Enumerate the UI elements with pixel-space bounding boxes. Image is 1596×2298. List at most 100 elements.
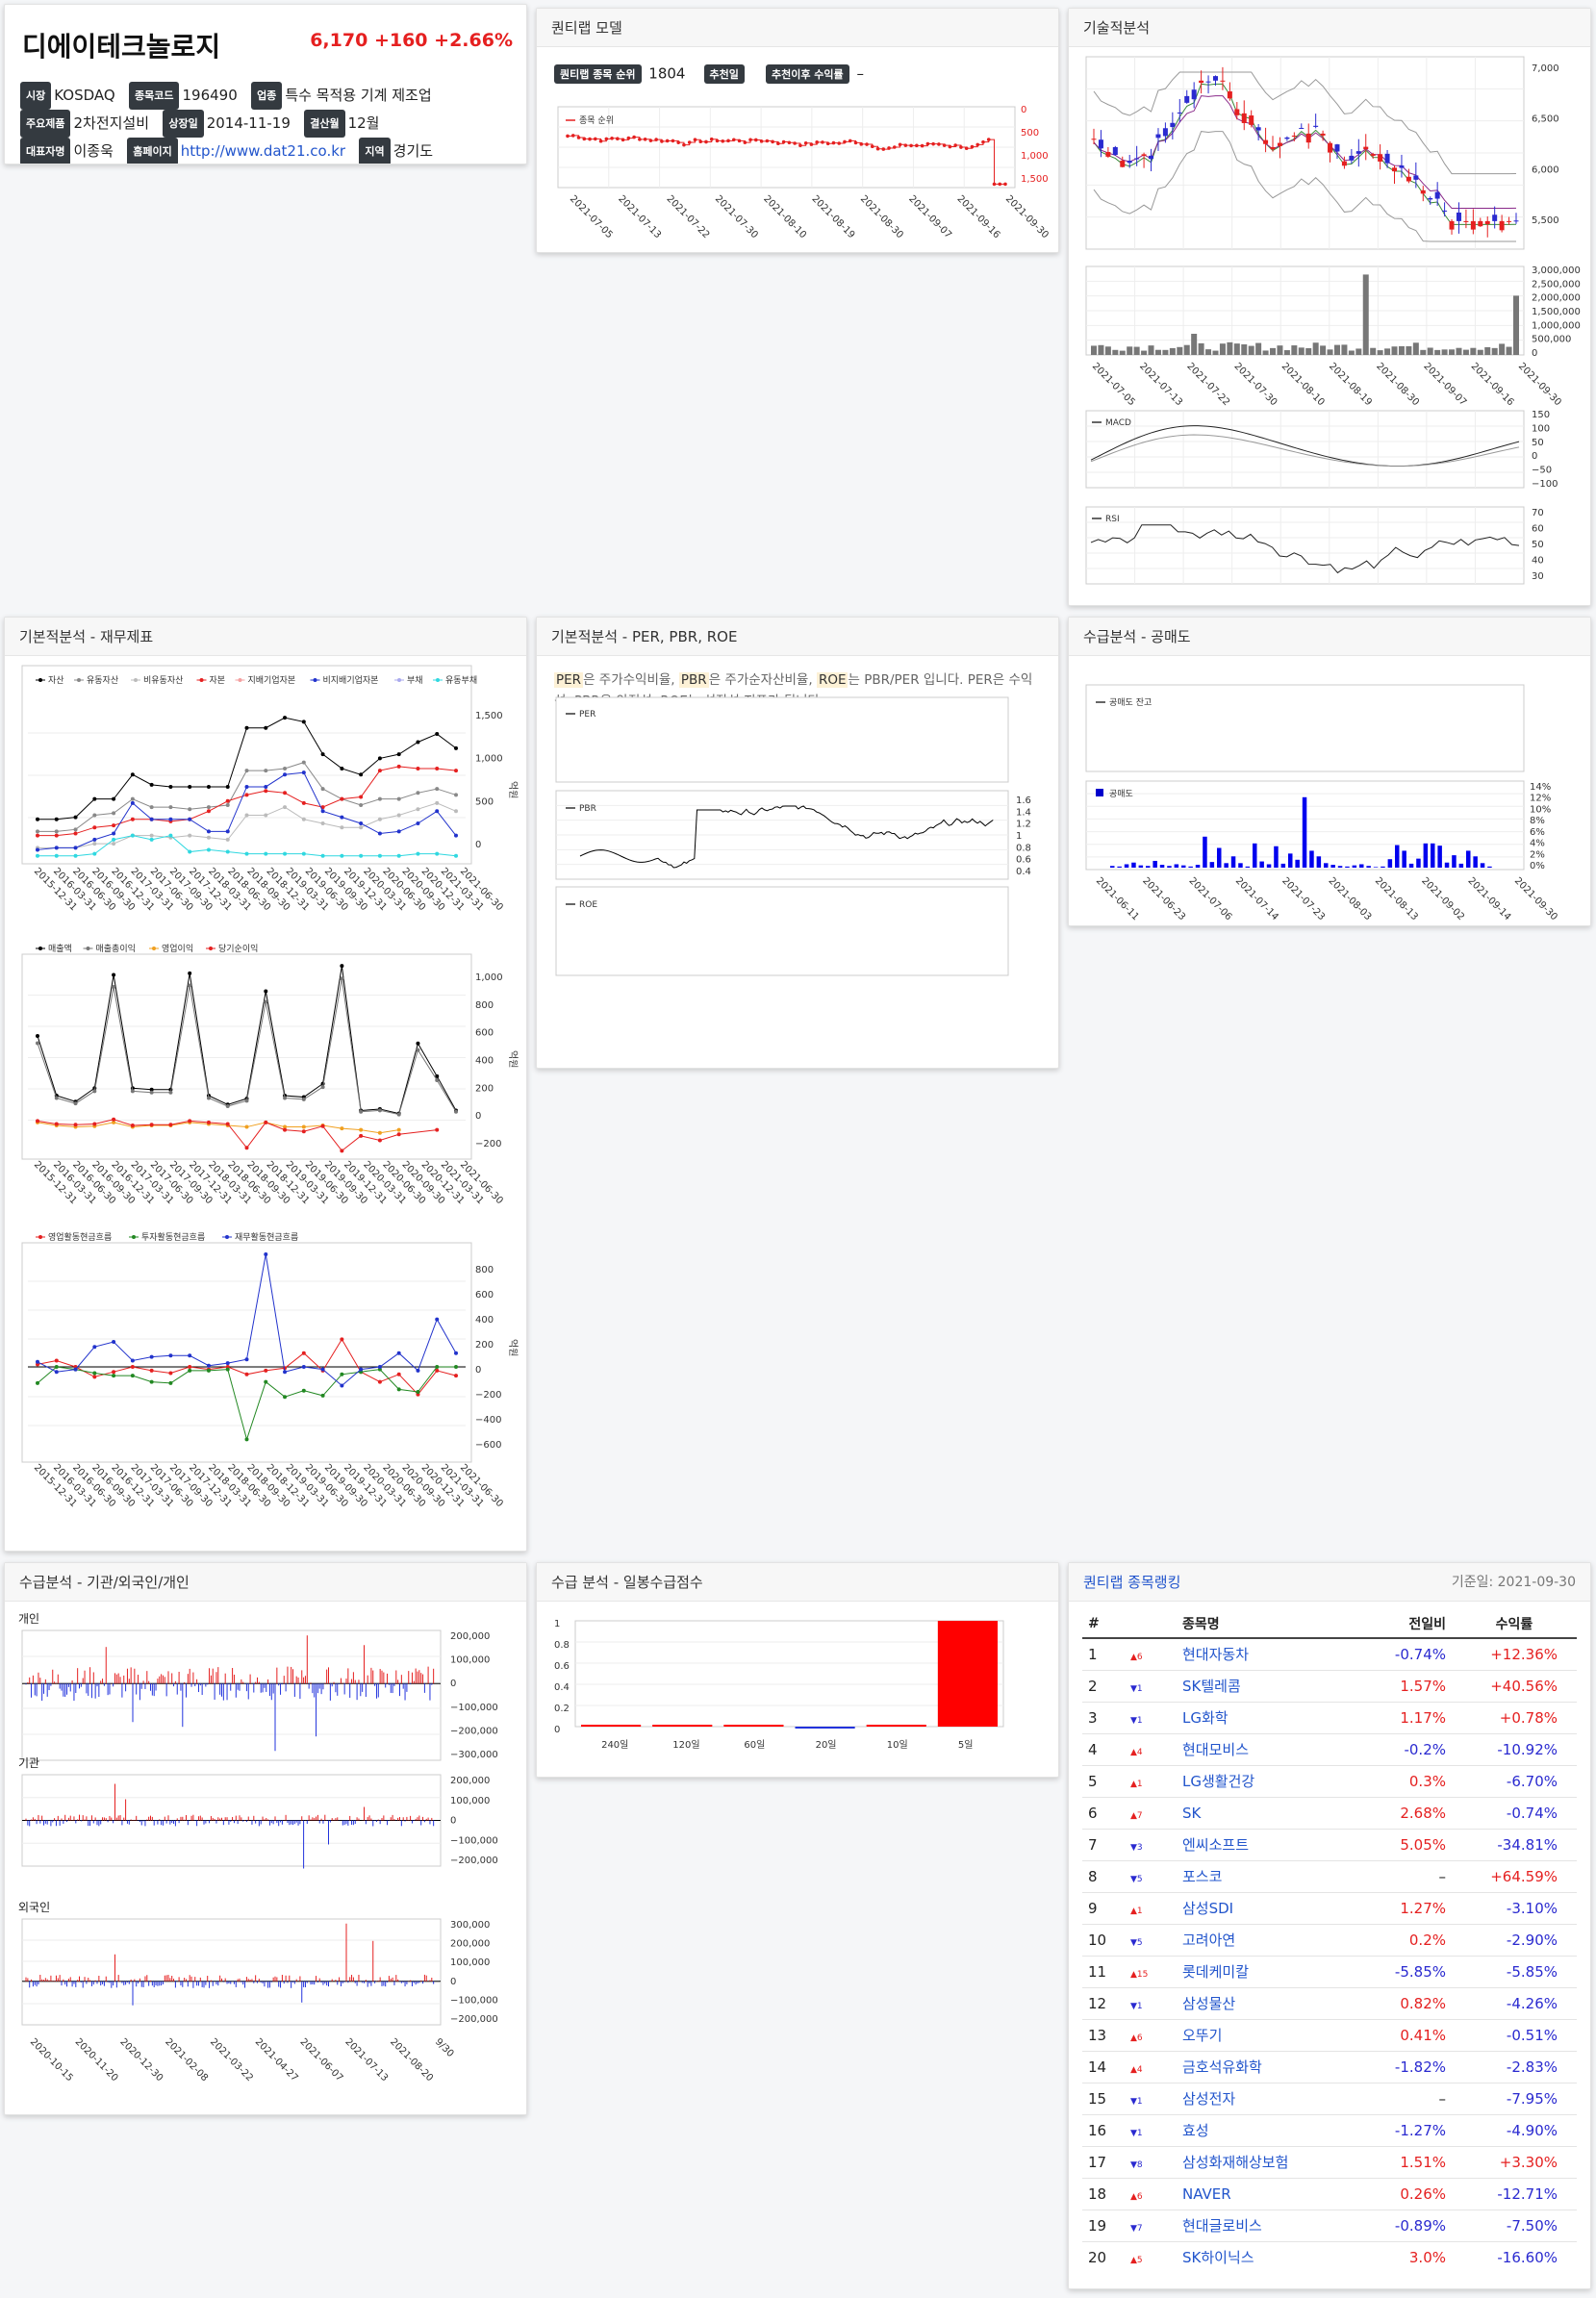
stock-link[interactable]: 현대자동차 [1182, 1646, 1250, 1664]
score-y-tick: 0.2 [554, 1704, 570, 1714]
table-row[interactable]: 6 ▲7 SK 2.68% -0.74% [1082, 1796, 1577, 1829]
table-row[interactable]: 3 ▼1 LG화학 1.17% +0.78% [1082, 1701, 1577, 1733]
table-row[interactable]: 1 ▲6 현대자동차 -0.74% +12.36% [1082, 1637, 1577, 1670]
rank-move-indicator: ▲5 [1130, 2255, 1143, 2265]
stock-link[interactable]: 고려아연 [1182, 1932, 1236, 1949]
quant-model-header: 퀀티랩 모델 [537, 9, 1058, 47]
table-row[interactable]: 8 ▼5 포스코 – +64.59% [1082, 1859, 1577, 1892]
rank-move: ▲1 [1125, 1891, 1177, 1924]
investor-flows-card: 수급분석 - 기관/외국인/개인 개인 200,000 100,000 0 −100,0… [4, 1562, 527, 2115]
macd-y-tick: −50 [1532, 466, 1552, 476]
homepage-link[interactable]: http://www.dat21.co.kr [180, 142, 346, 160]
foreign-y-tick: 200,000 [450, 1939, 490, 1950]
short-volume-bar [1373, 867, 1379, 868]
volume-bar [1513, 295, 1519, 355]
per-term: PER [554, 672, 584, 688]
tech-x-tick: 2021-07-05 [1090, 361, 1137, 408]
table-row[interactable]: 12 ▼1 삼성물산 0.82% -4.26% [1082, 1986, 1577, 2019]
income-plot [21, 953, 472, 1160]
score-plot-area [574, 1620, 1004, 1728]
short-x-tick: 2021-08-13 [1373, 875, 1420, 922]
prev-change: 0.3% [1346, 1764, 1452, 1797]
prev-change: -1.82% [1346, 2050, 1452, 2083]
cashflow-y-tick: 200 [475, 1340, 494, 1351]
stock-link[interactable]: 엔씨소프트 [1182, 1836, 1250, 1854]
candle-body [1141, 154, 1147, 157]
table-row[interactable]: 4 ▲4 현대모비스 -0.2% -10.92% [1082, 1732, 1577, 1765]
volume-bar [1462, 349, 1469, 355]
table-row[interactable]: 19 ▼7 현대글로비스 -0.89% -7.50% [1082, 2209, 1577, 2241]
stock-name-cell: NAVER [1177, 2177, 1346, 2210]
prev-change: 0.26% [1346, 2177, 1452, 2210]
table-row[interactable]: 10 ▼5 고려아연 0.2% -2.90% [1082, 1923, 1577, 1956]
stock-link[interactable]: SK [1182, 1804, 1202, 1822]
table-row[interactable]: 16 ▼1 효성 -1.27% -4.90% [1082, 2113, 1577, 2146]
stock-name-cell: 삼성물산 [1177, 1986, 1346, 2019]
rank-number: 3 [1082, 1701, 1125, 1733]
short-volume-bar [1466, 850, 1471, 868]
quant-rank-point [793, 141, 797, 145]
rank-number: 10 [1082, 1923, 1125, 1956]
stock-link[interactable]: 롯데케미칼 [1182, 1963, 1250, 1981]
candle-body [1328, 142, 1333, 153]
stock-link[interactable]: 포스코 [1182, 1868, 1223, 1885]
short-volume-bar [1224, 863, 1229, 868]
rsi-y-tick: 30 [1532, 571, 1544, 582]
macd-y-tick: 0 [1532, 451, 1537, 462]
short-volume-bar [1203, 836, 1207, 868]
stock-link[interactable]: SK하이닉스 [1182, 2249, 1254, 2267]
table-row[interactable]: 11 ▲15 롯데케미칼 -5.85% -5.85% [1082, 1955, 1577, 1987]
col-return: 수익률 [1452, 1609, 1577, 1639]
table-row[interactable]: 17 ▼8 삼성화재해상보험 1.51% +3.30% [1082, 2145, 1577, 2178]
stock-link[interactable]: 효성 [1182, 2122, 1209, 2139]
stock-link[interactable]: 삼성화재해상보험 [1182, 2154, 1289, 2171]
tech-x-tick: 2021-08-19 [1327, 361, 1374, 408]
table-row[interactable]: 9 ▲1 삼성SDI 1.27% -3.10% [1082, 1891, 1577, 1924]
table-row[interactable]: 2 ▼1 SK텔레콤 1.57% +40.56% [1082, 1669, 1577, 1702]
short-volume-bar [1280, 863, 1286, 868]
volume-bar [1262, 350, 1269, 355]
stock-link[interactable]: 삼성SDI [1182, 1900, 1234, 1917]
table-row[interactable]: 13 ▲6 오뚜기 0.41% -0.51% [1082, 2018, 1577, 2051]
rank-move-indicator: ▲15 [1130, 1969, 1149, 1980]
rank-number: 14 [1082, 2050, 1125, 2083]
quant-rank-point [821, 140, 824, 144]
legend-marker [38, 947, 42, 950]
stock-link[interactable]: 삼성물산 [1182, 1995, 1236, 2012]
flows-x-tick: 2021-07-13 [342, 2036, 390, 2083]
quant-rank-point [825, 141, 830, 146]
rank-move-indicator: ▲6 [1130, 2033, 1143, 2043]
balance-y-tick: 1,000 [475, 754, 503, 765]
stock-link[interactable]: LG생활건강 [1182, 1773, 1255, 1790]
stock-link[interactable]: 현대글로비스 [1182, 2217, 1262, 2235]
stock-link[interactable]: 현대모비스 [1182, 1741, 1250, 1758]
stock-link[interactable]: 금호석유화학 [1182, 2058, 1262, 2076]
table-row[interactable]: 20 ▲5 SK하이닉스 3.0% -16.60% [1082, 2240, 1577, 2273]
table-row[interactable]: 14 ▲4 금호석유화학 -1.82% -2.83% [1082, 2050, 1577, 2083]
stock-link[interactable]: NAVER [1182, 2184, 1231, 2203]
financial-charts: 자산 유동자산 비유동자산 자본 지배기업자본 비지배기업자본 부채 유동부채 1,500 1,0… [21, 665, 519, 1509]
table-row[interactable]: 7 ▼3 엔씨소프트 5.05% -34.81% [1082, 1828, 1577, 1860]
stock-link[interactable]: SK텔레콤 [1182, 1678, 1241, 1695]
candle-body [1434, 191, 1440, 199]
volume-bar [1255, 342, 1262, 355]
short-volume-bar [1167, 866, 1172, 868]
stock-link[interactable]: 삼성전자 [1182, 2090, 1236, 2108]
table-row[interactable]: 5 ▲1 LG생활건강 0.3% -6.70% [1082, 1764, 1577, 1797]
quant-rank-badge: 퀀티랩 종목 순위 [554, 64, 642, 84]
short-volume-bar [1259, 861, 1264, 868]
volume-bar [1355, 348, 1362, 355]
return-value: -0.74% [1452, 1796, 1577, 1829]
prev-change: 0.41% [1346, 2018, 1452, 2051]
quant-rank-point [604, 137, 609, 141]
table-row[interactable]: 18 ▲6 NAVER 0.26% -12.71% [1082, 2177, 1577, 2210]
price-y-tick: 6,000 [1532, 164, 1559, 175]
stock-link[interactable]: 오뚜기 [1182, 2027, 1223, 2044]
stock-name-cell: 삼성화재해상보험 [1177, 2145, 1346, 2178]
prev-change: 1.51% [1346, 2145, 1452, 2178]
rsi-plot-area [1085, 506, 1525, 585]
rsi-y-tick: 70 [1532, 508, 1544, 518]
rank-number: 1 [1082, 1637, 1125, 1670]
stock-link[interactable]: LG화학 [1182, 1709, 1229, 1727]
table-row[interactable]: 15 ▼1 삼성전자 – -7.95% [1082, 2082, 1577, 2114]
